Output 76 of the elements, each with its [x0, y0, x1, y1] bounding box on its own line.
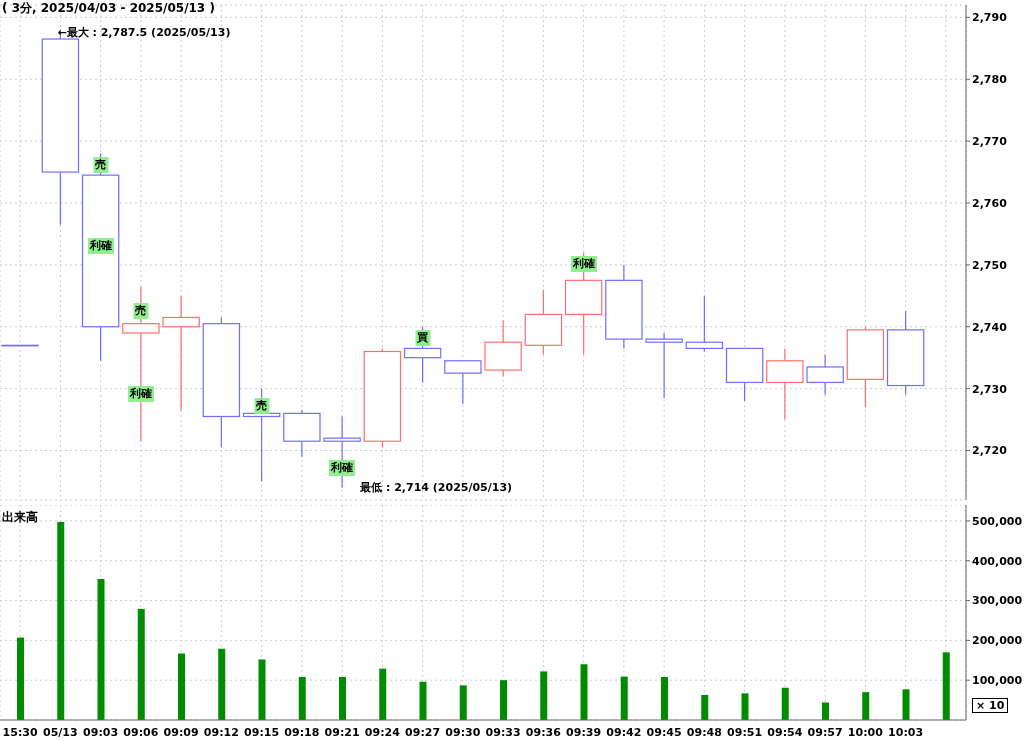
annotation: 売	[93, 157, 109, 174]
annotation: 利確	[329, 460, 356, 477]
bar	[459, 685, 467, 720]
x-tick-label: 09:54	[767, 725, 803, 739]
annotation: ←最大 : 2,787.5 (2025/05/13)	[57, 24, 231, 41]
bar	[178, 653, 185, 720]
annotation: 売	[254, 398, 270, 415]
x-tick-label: 09:24	[364, 725, 401, 739]
x-tick-label: 09:33	[485, 725, 521, 739]
y-tick-label: 2,720	[972, 444, 1008, 458]
x-tick-label: 09:18	[284, 725, 320, 739]
y-tick-label: 2,750	[972, 258, 1008, 272]
x-tick-label: 09:03	[83, 725, 119, 739]
y-tick-label: 2,790	[972, 11, 1008, 25]
y-tick-label: 2,730	[972, 382, 1008, 396]
candlestick	[162, 295, 200, 411]
bar	[298, 677, 306, 720]
annotation: 売	[133, 302, 149, 319]
bar	[540, 671, 548, 720]
x-tick-label: 09:06	[123, 725, 159, 739]
x-tick-label: 10:00	[847, 725, 884, 739]
bar	[741, 693, 749, 720]
bar	[862, 692, 870, 720]
bar	[781, 687, 789, 720]
candlestick	[645, 332, 683, 399]
y-tick-label: 2,780	[972, 73, 1008, 87]
x-tick-label: 09:27	[405, 725, 441, 739]
bar	[17, 637, 24, 720]
x-tick-label: 15:30	[2, 725, 38, 739]
bar	[620, 676, 628, 720]
annotation: 利確	[87, 237, 114, 254]
x-tick-label: 09:42	[606, 725, 642, 739]
bar	[218, 648, 226, 720]
annotation: 買	[415, 330, 431, 347]
x-tick-label: 09:15	[244, 725, 280, 739]
x-tick-label: 10:03	[888, 725, 924, 739]
y-tick-label: 2,740	[972, 320, 1008, 334]
bar	[701, 694, 709, 720]
y-tick-label: 2,760	[972, 196, 1008, 210]
x-tick-label: 09:36	[525, 725, 562, 739]
x-tick-label: 09:09	[163, 725, 199, 739]
bar	[57, 522, 65, 720]
bar	[661, 677, 668, 720]
x-tick-label: 09:48	[686, 725, 722, 739]
y-tick-label: 100,000	[972, 674, 1023, 688]
x-tick-label: 09:57	[807, 725, 843, 739]
bar	[902, 689, 910, 720]
bar	[339, 677, 346, 720]
bar	[97, 579, 105, 720]
y-tick-label: 400,000	[972, 554, 1023, 568]
y-tick-label: 2,770	[972, 135, 1008, 149]
y-tick-label: 300,000	[972, 594, 1023, 608]
x-tick-label: 05/13	[43, 725, 78, 739]
x-tick-label: 09:21	[324, 725, 360, 739]
bar	[379, 668, 387, 720]
annotation: 最低 : 2,714 (2025/05/13)	[360, 479, 513, 496]
bar	[942, 652, 950, 720]
candlestick	[685, 295, 724, 353]
x-tick-label: 09:12	[203, 725, 239, 739]
x-tick-label: 09:51	[727, 725, 763, 739]
x-tick-label: 09:30	[445, 725, 481, 739]
bar	[580, 664, 588, 720]
annotation: 利確	[127, 386, 154, 403]
y-tick-label: 200,000	[972, 634, 1023, 648]
text: × 10	[972, 698, 1009, 713]
bar	[258, 659, 266, 720]
bar	[500, 680, 507, 720]
annotation: 利確	[570, 256, 597, 273]
chart-title: ( 3分, 2025/04/03 - 2025/05/13 )	[2, 0, 215, 17]
x-tick-label: 09:39	[566, 725, 602, 739]
bar	[137, 608, 145, 720]
bar	[419, 681, 427, 720]
y-tick-label: 500,000	[972, 514, 1023, 528]
chart-title: 出来高	[2, 509, 38, 526]
x-tick-label: 09:45	[646, 725, 682, 739]
bar	[822, 702, 829, 720]
